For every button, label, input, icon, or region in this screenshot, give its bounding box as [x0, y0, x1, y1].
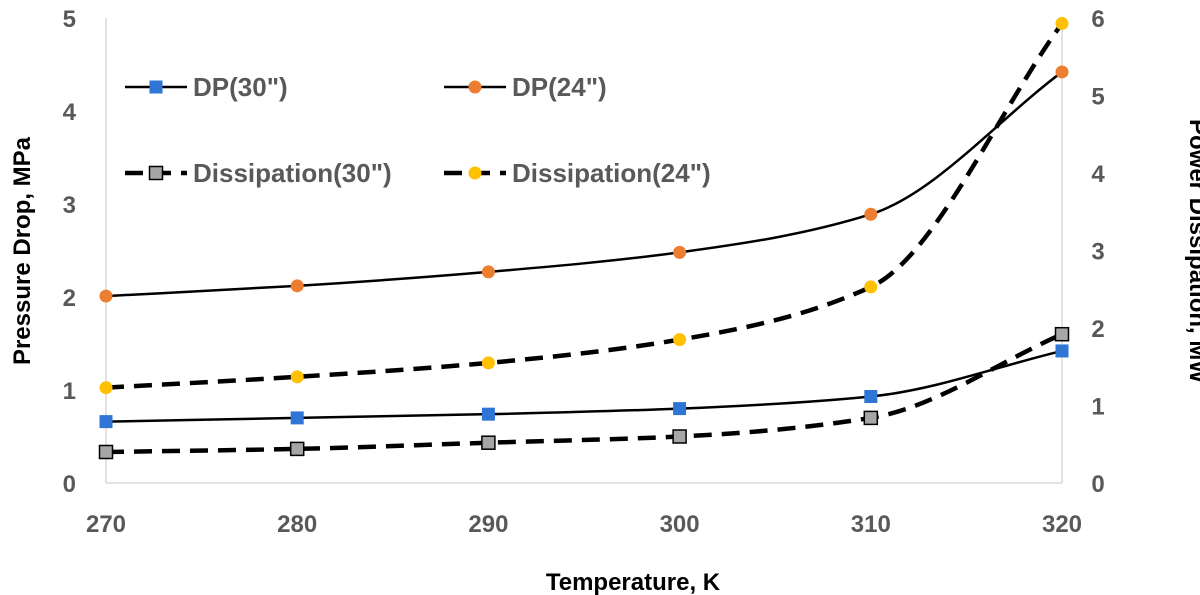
data-point-series-3: [481, 435, 496, 450]
left-y-tick-label: 0: [63, 471, 76, 498]
x-tick-label: 280: [277, 511, 317, 538]
data-point-series-3: [98, 444, 114, 460]
legend-marker: [468, 166, 482, 180]
x-tick-label: 310: [851, 511, 891, 538]
data-point-series-1: [1055, 344, 1069, 358]
legend-marker: [468, 80, 482, 94]
tick-labels: 270 280 290 300 310 320 0 1 2 3 4 5 0 1 2 3 4 5 6: [63, 6, 1106, 538]
series-line-1: [105, 349, 1063, 423]
data-point-series-2: [99, 289, 113, 303]
series-line-3: [105, 332, 1063, 455]
right-y-tick-label: 2: [1091, 316, 1104, 343]
series-line-2: [105, 70, 1063, 298]
legend: DP(30") DP(24") Dissipation(30") Dissipatio…: [125, 72, 711, 188]
data-point-series-1: [290, 411, 304, 425]
legend-label: Dissipation(24"): [512, 158, 711, 188]
data-point-series-4: [864, 280, 878, 294]
x-axis-title: Temperature, K: [546, 569, 721, 595]
left-y-tick-label: 3: [63, 192, 76, 219]
data-point-series-1: [673, 402, 687, 416]
data-point-series-4: [99, 381, 113, 395]
legend-marker: [149, 80, 163, 94]
right-y-tick-label: 1: [1091, 394, 1104, 421]
data-point-series-1: [481, 407, 495, 421]
right-y-tick-label: 3: [1091, 239, 1104, 266]
series-lines: [105, 22, 1064, 455]
left-y-tick-label: 2: [63, 285, 76, 312]
data-point-series-3: [863, 410, 879, 426]
data-point-series-2: [864, 207, 878, 221]
right-y-tick-label: 5: [1091, 84, 1104, 111]
data-point-series-4: [673, 333, 687, 347]
data-point-series-2: [673, 245, 687, 259]
data-point-series-4: [290, 370, 304, 384]
right-y-tick-label: 6: [1091, 6, 1104, 33]
series-line-4: [105, 22, 1064, 390]
x-tick-label: 290: [468, 511, 508, 538]
data-point-series-3: [1054, 326, 1070, 342]
legend-marker: [148, 165, 164, 181]
legend-label: Dissipation(30"): [193, 158, 392, 188]
right-y-tick-label: 0: [1091, 471, 1104, 498]
data-point-series-3: [289, 441, 305, 457]
legend-label: DP(30"): [193, 72, 288, 102]
data-point-series-4: [1055, 16, 1069, 30]
data-point-series-3: [672, 429, 687, 444]
x-tick-label: 270: [86, 511, 126, 538]
x-tick-label: 320: [1042, 511, 1082, 538]
left-y-tick-label: 5: [63, 6, 76, 33]
left-y-tick-label: 4: [63, 99, 77, 126]
data-point-series-1: [99, 415, 113, 429]
right-y-tick-label: 4: [1091, 161, 1105, 188]
series-markers: [98, 16, 1070, 460]
left-y-tick-label: 1: [63, 378, 76, 405]
data-point-series-4: [481, 356, 495, 370]
left-y-axis-title: Pressure Drop, MPa: [9, 136, 36, 365]
data-point-series-2: [290, 279, 304, 293]
axes: [105, 18, 1063, 484]
x-tick-label: 300: [660, 511, 700, 538]
legend-label: DP(24"): [512, 72, 607, 102]
data-point-series-1: [864, 390, 878, 404]
right-y-axis-title: Power Dissipation, MW: [1184, 119, 1200, 383]
data-point-series-2: [481, 265, 495, 279]
data-point-series-2: [1055, 65, 1069, 79]
